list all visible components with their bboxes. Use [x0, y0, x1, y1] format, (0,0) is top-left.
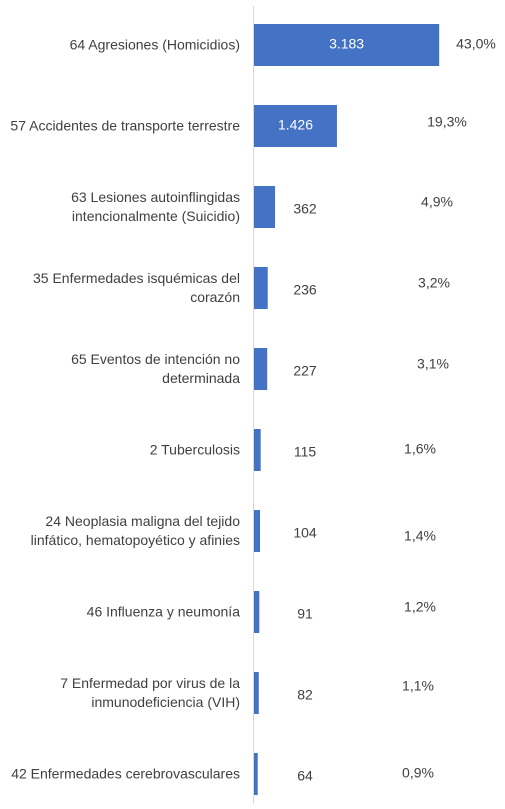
- category-label: 24 Neoplasia maligna del tejido linfátic…: [30, 513, 240, 548]
- bar: [254, 510, 261, 552]
- value-label: 115: [294, 444, 317, 460]
- bar: [254, 105, 337, 147]
- value-label: 227: [293, 363, 317, 379]
- value-label: 91: [297, 606, 313, 622]
- bar: [254, 24, 440, 66]
- category-label: 63 Lesiones autoinflingidas intencionalm…: [71, 189, 240, 224]
- value-label: 104: [293, 525, 317, 541]
- bar: [254, 267, 268, 309]
- share-label: 4,9%: [421, 194, 453, 210]
- bar: [254, 186, 276, 228]
- share-label: 3,2%: [418, 275, 450, 291]
- share-label: 0,9%: [402, 765, 434, 781]
- category-label: 57 Accidentes de transporte terrestre: [10, 117, 240, 134]
- value-label: 64: [297, 768, 313, 784]
- bar: [254, 429, 261, 471]
- share-label: 1,1%: [402, 678, 434, 694]
- value-label: 82: [297, 687, 313, 703]
- bar: [254, 672, 259, 714]
- value-label: 3.183: [329, 36, 364, 52]
- share-label: 19,3%: [427, 114, 467, 130]
- value-label: 1.426: [278, 117, 313, 133]
- share-label: 3,1%: [417, 356, 449, 372]
- bar: [254, 348, 268, 390]
- category-label: 64 Agresiones (Homicidios): [69, 36, 240, 53]
- category-label: 35 Enfermedades isquémicas del corazón: [32, 270, 240, 305]
- category-label: 2 Tuberculosis: [149, 441, 240, 458]
- value-label: 362: [293, 201, 317, 217]
- bar: [254, 753, 258, 795]
- share-label: 1,2%: [404, 599, 436, 615]
- category-label: 65 Eventos de intención no determinada: [71, 351, 240, 386]
- value-label: 236: [293, 282, 317, 298]
- bar: [254, 591, 260, 633]
- share-label: 1,4%: [404, 528, 436, 544]
- category-label: 42 Enfermedades cerebrovasculares: [11, 765, 240, 782]
- share-label: 1,6%: [404, 441, 436, 457]
- category-label: 46 Influenza y neumonía: [86, 603, 240, 620]
- category-label: 7 Enfermedad por virus de la inmunodefic…: [60, 675, 240, 710]
- share-label: 43,0%: [456, 36, 496, 52]
